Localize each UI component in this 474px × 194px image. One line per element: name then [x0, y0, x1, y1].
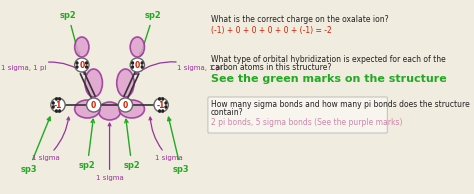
- Text: See the green marks on the structure: See the green marks on the structure: [211, 74, 447, 84]
- Text: sp3: sp3: [20, 117, 50, 174]
- Ellipse shape: [87, 98, 101, 112]
- Text: sp2: sp2: [79, 119, 96, 170]
- Text: -1: -1: [54, 100, 62, 109]
- Circle shape: [86, 62, 87, 64]
- Text: 1 sigma: 1 sigma: [96, 123, 123, 181]
- Ellipse shape: [130, 58, 145, 72]
- Text: 0: 0: [123, 100, 128, 109]
- Text: 2 pi bonds, 5 sigma bonds (See the purple marks): 2 pi bonds, 5 sigma bonds (See the purpl…: [211, 118, 402, 127]
- Ellipse shape: [75, 100, 100, 118]
- Text: 1 sigma, 1 pi: 1 sigma, 1 pi: [1, 62, 86, 74]
- Ellipse shape: [130, 37, 145, 57]
- Text: sp3: sp3: [168, 117, 189, 174]
- Text: 1 sigma, 1 pi: 1 sigma, 1 pi: [135, 62, 222, 74]
- Circle shape: [132, 66, 134, 68]
- Text: 0: 0: [91, 100, 96, 109]
- FancyBboxPatch shape: [208, 97, 387, 133]
- Ellipse shape: [75, 37, 89, 57]
- Ellipse shape: [154, 98, 168, 112]
- Ellipse shape: [118, 98, 133, 112]
- Circle shape: [165, 106, 167, 108]
- Circle shape: [55, 110, 57, 112]
- Circle shape: [162, 98, 164, 100]
- Circle shape: [52, 102, 54, 104]
- Circle shape: [76, 66, 78, 68]
- Text: contain?: contain?: [211, 108, 244, 117]
- Circle shape: [159, 98, 160, 100]
- Circle shape: [162, 110, 164, 112]
- Text: 1 sigma: 1 sigma: [149, 117, 183, 161]
- Text: sp2: sp2: [123, 119, 140, 170]
- Circle shape: [132, 62, 134, 64]
- Text: 0: 0: [135, 61, 140, 69]
- Text: sp2: sp2: [60, 11, 80, 56]
- Ellipse shape: [51, 98, 65, 112]
- Circle shape: [86, 66, 87, 68]
- Circle shape: [141, 62, 143, 64]
- Text: 1 sigma: 1 sigma: [32, 117, 70, 161]
- Text: How many sigma bonds and how many pi bonds does the structure: How many sigma bonds and how many pi bon…: [211, 100, 470, 109]
- Circle shape: [55, 98, 57, 100]
- Text: carbon atoms in this structure?: carbon atoms in this structure?: [211, 63, 331, 72]
- Circle shape: [59, 110, 61, 112]
- Text: sp2: sp2: [140, 11, 162, 56]
- Text: What is the correct charge on the oxalate ion?: What is the correct charge on the oxalat…: [211, 15, 389, 24]
- Circle shape: [165, 102, 167, 104]
- Circle shape: [59, 98, 61, 100]
- Ellipse shape: [75, 58, 89, 72]
- Circle shape: [76, 62, 78, 64]
- Ellipse shape: [99, 102, 121, 120]
- Text: 0: 0: [79, 61, 84, 69]
- Ellipse shape: [119, 100, 145, 118]
- Ellipse shape: [117, 69, 134, 97]
- Text: (-1) + 0 + 0 + 0 + 0 + (-1) = -2: (-1) + 0 + 0 + 0 + 0 + (-1) = -2: [211, 26, 332, 35]
- Circle shape: [159, 110, 160, 112]
- Text: -1: -1: [157, 100, 165, 109]
- Circle shape: [52, 106, 54, 108]
- Text: What type of orbital hybridization is expected for each of the: What type of orbital hybridization is ex…: [211, 55, 446, 64]
- Ellipse shape: [85, 69, 102, 97]
- Circle shape: [141, 66, 143, 68]
